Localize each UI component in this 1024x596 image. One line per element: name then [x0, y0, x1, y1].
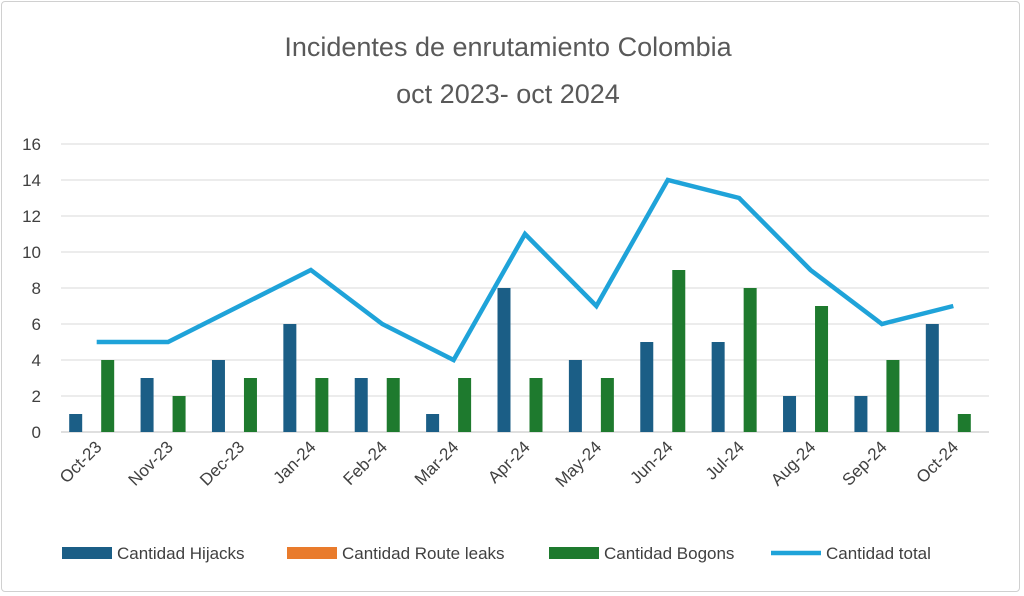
bars [69, 270, 971, 432]
bar-cantidad-hijacks [497, 288, 511, 432]
y-tick-label: 16 [22, 135, 41, 154]
bar-cantidad-bogons [458, 378, 472, 432]
legend-swatch [549, 547, 599, 559]
legend-swatch [62, 547, 112, 559]
x-tick-label: Jun-24 [626, 437, 676, 487]
y-tick-label: 0 [32, 423, 41, 442]
chart-title-line-1: Incidentes de enrutamiento Colombia [284, 32, 732, 62]
bar-cantidad-hijacks [925, 324, 939, 432]
x-tick-label: Jan-24 [269, 437, 319, 487]
legend-label: Cantidad Bogons [604, 544, 734, 563]
bar-cantidad-hijacks [140, 378, 154, 432]
bar-cantidad-bogons [386, 378, 400, 432]
x-tick-label: Apr-24 [484, 437, 534, 487]
y-tick-label: 8 [32, 279, 41, 298]
bar-cantidad-bogons [172, 396, 186, 432]
bar-cantidad-bogons [529, 378, 543, 432]
bar-cantidad-hijacks [783, 396, 797, 432]
y-tick-label: 4 [32, 351, 41, 370]
bar-cantidad-hijacks [283, 324, 297, 432]
x-tick-label: Aug-24 [767, 437, 819, 489]
legend-swatch [287, 547, 337, 559]
y-tick-label: 2 [32, 387, 41, 406]
x-tick-label: Feb-24 [340, 437, 392, 489]
bar-cantidad-hijacks [854, 396, 868, 432]
chart-title-line-2: oct 2023- oct 2024 [396, 79, 620, 109]
bar-cantidad-bogons [957, 414, 971, 432]
bar-cantidad-bogons [243, 378, 257, 432]
y-tick-label: 12 [22, 207, 41, 226]
bar-cantidad-bogons [315, 378, 329, 432]
x-tick-label: Mar-24 [411, 437, 463, 489]
x-tick-label: Jul-24 [702, 437, 748, 483]
x-tick-label: Dec-23 [196, 437, 248, 489]
x-tick-label: Sep-24 [839, 437, 891, 489]
bar-cantidad-bogons [815, 306, 829, 432]
x-tick-label: Nov-23 [125, 437, 177, 489]
y-tick-label: 14 [22, 171, 41, 190]
bar-cantidad-hijacks [568, 360, 582, 432]
bar-cantidad-hijacks [211, 360, 225, 432]
bar-cantidad-hijacks [354, 378, 368, 432]
bar-cantidad-bogons [672, 270, 686, 432]
x-axis-ticks: Oct-23 Nov-23 Dec-23 Jan-24 Feb-24 Mar-24 Apr-… [56, 437, 962, 491]
x-tick-label: Oct-23 [56, 437, 106, 487]
legend-label: Cantidad Route leaks [342, 544, 505, 563]
legend: Cantidad Hijacks Cantidad Route leaks Cant… [62, 544, 931, 563]
y-axis-ticks: 0 2 4 6 8 10 12 14 16 [22, 135, 41, 442]
bar-cantidad-bogons [600, 378, 614, 432]
bar-cantidad-hijacks [640, 342, 654, 432]
bar-cantidad-bogons [101, 360, 115, 432]
y-tick-label: 6 [32, 315, 41, 334]
x-tick-label: May-24 [552, 437, 606, 491]
bar-cantidad-hijacks [711, 342, 725, 432]
x-tick-label: Oct-24 [913, 437, 963, 487]
bar-cantidad-bogons [743, 288, 757, 432]
legend-label: Cantidad total [826, 544, 931, 563]
bar-cantidad-hijacks [426, 414, 440, 432]
gridlines [61, 143, 989, 433]
total-line [96, 177, 954, 363]
bar-cantidad-bogons [886, 360, 900, 432]
bar-cantidad-hijacks [69, 414, 83, 432]
y-tick-label: 10 [22, 243, 41, 262]
line-cantidad-total [96, 177, 954, 363]
legend-label: Cantidad Hijacks [117, 544, 245, 563]
